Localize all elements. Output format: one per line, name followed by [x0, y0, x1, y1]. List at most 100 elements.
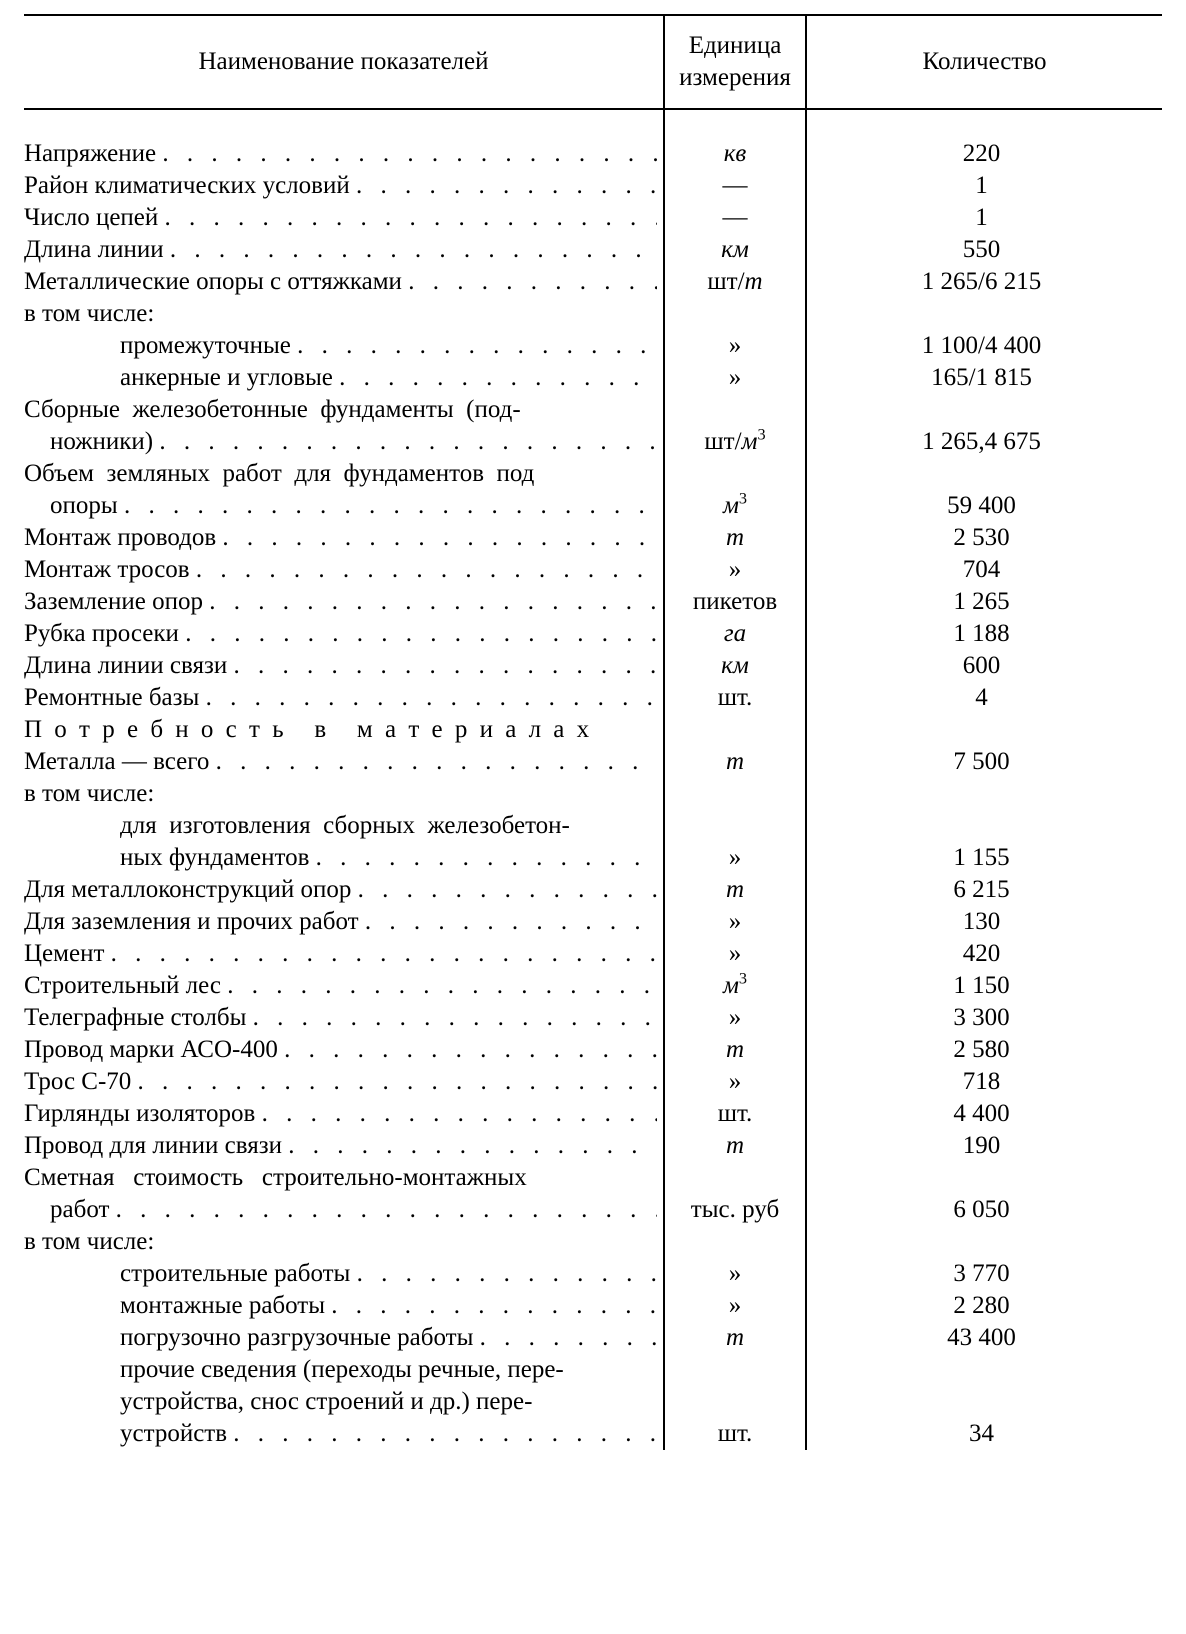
row-unit: —	[664, 202, 806, 234]
leader-dots	[262, 1098, 657, 1130]
leader-dots	[297, 330, 657, 362]
row-label: промежуточные	[24, 330, 664, 362]
row-label-text: устройства, снос строений и др.) пере-	[120, 1386, 532, 1418]
row-label: Трос С-70	[24, 1066, 664, 1098]
row-label: Монтаж тросов	[24, 554, 664, 586]
row-qty: 34	[806, 1418, 1162, 1450]
leader-dots	[288, 1130, 657, 1162]
row-qty	[806, 394, 1162, 426]
row-label-text: П о т р е б н о с т ь в м а т е р и а л …	[24, 714, 592, 746]
row-qty: 43 400	[806, 1322, 1162, 1354]
row-unit: тыс. руб	[664, 1194, 806, 1226]
row-unit: »	[664, 330, 806, 362]
row-qty: 165/1 815	[806, 362, 1162, 394]
row-unit: m	[664, 1130, 806, 1162]
row-label-text: Для заземления и прочих работ	[24, 906, 359, 938]
table-row: Заземление опор пикетов1 265	[24, 586, 1162, 618]
row-label-text: в том числе:	[24, 1226, 154, 1258]
table-row: Гирлянды изоляторов шт.4 400	[24, 1098, 1162, 1130]
table-row: Для заземления и прочих работ »130	[24, 906, 1162, 938]
row-unit	[664, 1226, 806, 1258]
row-qty: 1 100/4 400	[806, 330, 1162, 362]
row-label-text: Напряжение	[24, 138, 156, 170]
row-label-text: в том числе:	[24, 298, 154, 330]
leader-dots	[316, 842, 657, 874]
row-label-text: Монтаж проводов	[24, 522, 216, 554]
table-row: прочие сведения (переходы речные, пере-	[24, 1354, 1162, 1386]
row-label-text: Объем земляных работ для фундаментов под	[24, 458, 534, 490]
row-unit: m	[664, 1322, 806, 1354]
table-row: погрузочно разгрузочные работы m43 400	[24, 1322, 1162, 1354]
header-qty: Количество	[806, 15, 1162, 109]
row-label-text: Длина линии	[24, 234, 164, 266]
leader-dots	[233, 650, 657, 682]
row-label: Заземление опор	[24, 586, 664, 618]
row-label-text: Монтаж тросов	[24, 554, 190, 586]
row-unit: км	[664, 650, 806, 682]
row-qty: 1 265,4 675	[806, 426, 1162, 458]
leader-dots	[222, 522, 657, 554]
row-label-text: монтажные работы	[120, 1290, 325, 1322]
row-label-text: Телеграфные столбы	[24, 1002, 246, 1034]
leader-dots	[358, 874, 657, 906]
row-unit: м3	[664, 490, 806, 522]
row-unit	[664, 458, 806, 490]
row-label-text: Длина линии связи	[24, 650, 227, 682]
row-label: П о т р е б н о с т ь в м а т е р и а л …	[24, 714, 664, 746]
row-label-text: в том числе:	[24, 778, 154, 810]
table-row: Район климатических условий —1	[24, 170, 1162, 202]
row-unit: пикетов	[664, 586, 806, 618]
row-label-text: Провод марки АСО-400	[24, 1034, 278, 1066]
row-unit: »	[664, 938, 806, 970]
row-qty: 1	[806, 202, 1162, 234]
row-unit: шт/м3	[664, 426, 806, 458]
table-row: Напряжение кв220	[24, 138, 1162, 170]
table-body: Наименование показателей Единица измерен…	[24, 15, 1162, 1450]
row-unit: —	[664, 170, 806, 202]
row-label: Строительный лес	[24, 970, 664, 1002]
leader-dots	[253, 1002, 657, 1034]
row-qty: 3 770	[806, 1258, 1162, 1290]
row-label-text: Цемент	[24, 938, 104, 970]
row-qty	[806, 778, 1162, 810]
row-unit	[664, 1162, 806, 1194]
row-label: Объем земляных работ для фундаментов под	[24, 458, 664, 490]
row-label-text: прочие сведения (переходы речные, пере-	[120, 1354, 564, 1386]
row-qty: 220	[806, 138, 1162, 170]
row-unit: м3	[664, 970, 806, 1002]
row-label-text: ножники)	[50, 426, 153, 458]
row-label-text: анкерные и угловые	[120, 362, 333, 394]
row-unit: m	[664, 874, 806, 906]
row-qty: 1	[806, 170, 1162, 202]
leader-dots	[216, 746, 657, 778]
row-label: Провод для линии связи	[24, 1130, 664, 1162]
row-label-text: Строительный лес	[24, 970, 221, 1002]
row-label-text: Сметная стоимость строительно-монтажных	[24, 1162, 527, 1194]
row-unit: га	[664, 618, 806, 650]
header-unit: Единица измерения	[664, 15, 806, 109]
row-label-text: Число цепей	[24, 202, 158, 234]
table-row: Сметная стоимость строительно-монтажных	[24, 1162, 1162, 1194]
row-unit: »	[664, 1258, 806, 1290]
row-label: Число цепей	[24, 202, 664, 234]
row-qty	[806, 810, 1162, 842]
row-unit: m	[664, 522, 806, 554]
page: Наименование показателей Единица измерен…	[0, 0, 1186, 1490]
leader-dots	[356, 170, 657, 202]
table-row: Число цепей —1	[24, 202, 1162, 234]
row-unit: »	[664, 1066, 806, 1098]
table-row: Для металлоконструкций опор m6 215	[24, 874, 1162, 906]
table-row: Сборные железобетонные фундаменты (под-	[24, 394, 1162, 426]
table-row: Металла — всего m7 500	[24, 746, 1162, 778]
row-qty: 6 215	[806, 874, 1162, 906]
table-row: ножники) шт/м31 265,4 675	[24, 426, 1162, 458]
row-qty: 3 300	[806, 1002, 1162, 1034]
row-qty: 2 530	[806, 522, 1162, 554]
row-label-text: ных фундаментов	[120, 842, 309, 874]
row-qty: 6 050	[806, 1194, 1162, 1226]
table-row: для изготовления сборных железобетон-	[24, 810, 1162, 842]
leader-dots	[138, 1066, 657, 1098]
row-qty	[806, 1162, 1162, 1194]
table-row: Трос С-70 »718	[24, 1066, 1162, 1098]
row-qty	[806, 1386, 1162, 1418]
